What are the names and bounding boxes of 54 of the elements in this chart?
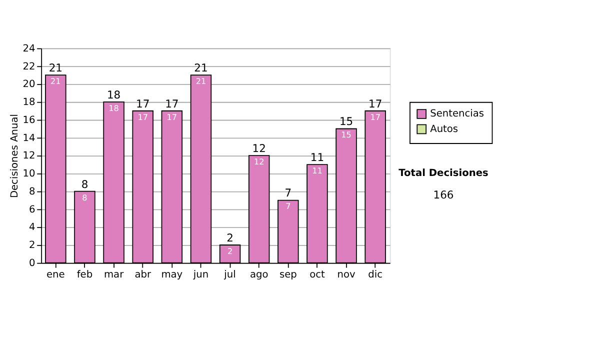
text: 166 bbox=[433, 188, 454, 202]
total-label: 21 bbox=[194, 62, 208, 75]
x-tick-label: jun bbox=[192, 270, 209, 281]
total-label: 15 bbox=[339, 115, 354, 128]
data-label: 21 bbox=[196, 77, 206, 86]
y-tick-label: 8 bbox=[29, 186, 36, 198]
x-tick-label: ene bbox=[46, 270, 65, 281]
total-label: 21 bbox=[48, 62, 62, 75]
total-label: 18 bbox=[106, 88, 121, 102]
y-tick-label: 10 bbox=[22, 168, 36, 180]
total-label: 17 bbox=[368, 97, 382, 110]
data-label: 15 bbox=[341, 130, 352, 140]
y-tick-label: 22 bbox=[22, 61, 36, 72]
x-tick-label: nov bbox=[337, 270, 356, 281]
x-tick-label: sep bbox=[279, 270, 297, 281]
y-tick-label: 0 bbox=[29, 258, 36, 270]
y-axis-title: Decisiones Anual bbox=[9, 114, 20, 198]
data-label: 18 bbox=[108, 104, 119, 113]
legend-label: Autos bbox=[430, 124, 458, 135]
total-label: 17 bbox=[165, 97, 179, 110]
y-tick-label: 12 bbox=[22, 150, 36, 162]
y-tick-label: 24 bbox=[22, 43, 36, 54]
y-tick-label: 18 bbox=[22, 97, 36, 108]
y-tick-label: 20 bbox=[22, 79, 36, 90]
x-tick-label: jul bbox=[223, 270, 236, 281]
x-tick-label: feb bbox=[76, 270, 93, 281]
total-label: 12 bbox=[252, 142, 266, 155]
total-label: 7 bbox=[284, 186, 292, 200]
data-label: 17 bbox=[138, 112, 148, 122]
total-label: 11 bbox=[310, 150, 324, 164]
total-label: 17 bbox=[136, 97, 150, 110]
y-tick-label: 6 bbox=[29, 204, 36, 216]
legend-label: Sentencias bbox=[430, 108, 484, 120]
y-tick-label: 14 bbox=[22, 132, 36, 144]
data-label: 7 bbox=[286, 202, 291, 212]
data-label: 2 bbox=[227, 246, 233, 256]
x-tick-label: ago bbox=[250, 270, 268, 281]
x-tick-label: oct bbox=[310, 270, 325, 281]
y-tick-label: 16 bbox=[22, 114, 36, 126]
data-label: 17 bbox=[166, 112, 178, 122]
data-label: 11 bbox=[312, 166, 322, 176]
data-label: 8 bbox=[82, 193, 88, 202]
x-tick-label: abr bbox=[134, 270, 152, 281]
y-tick-label: 4 bbox=[29, 222, 36, 234]
total-label: 2 bbox=[226, 231, 234, 244]
x-tick-label: mar bbox=[104, 270, 125, 281]
total-label: 8 bbox=[81, 178, 88, 191]
text: Total Decisiones bbox=[398, 168, 489, 180]
data-label: 12 bbox=[254, 158, 264, 167]
y-tick-label: 2 bbox=[29, 240, 36, 252]
data-label: 21 bbox=[50, 77, 61, 86]
data-label: 17 bbox=[370, 112, 380, 122]
x-tick-label: may bbox=[161, 270, 183, 281]
x-tick-label: dic bbox=[368, 270, 383, 281]
